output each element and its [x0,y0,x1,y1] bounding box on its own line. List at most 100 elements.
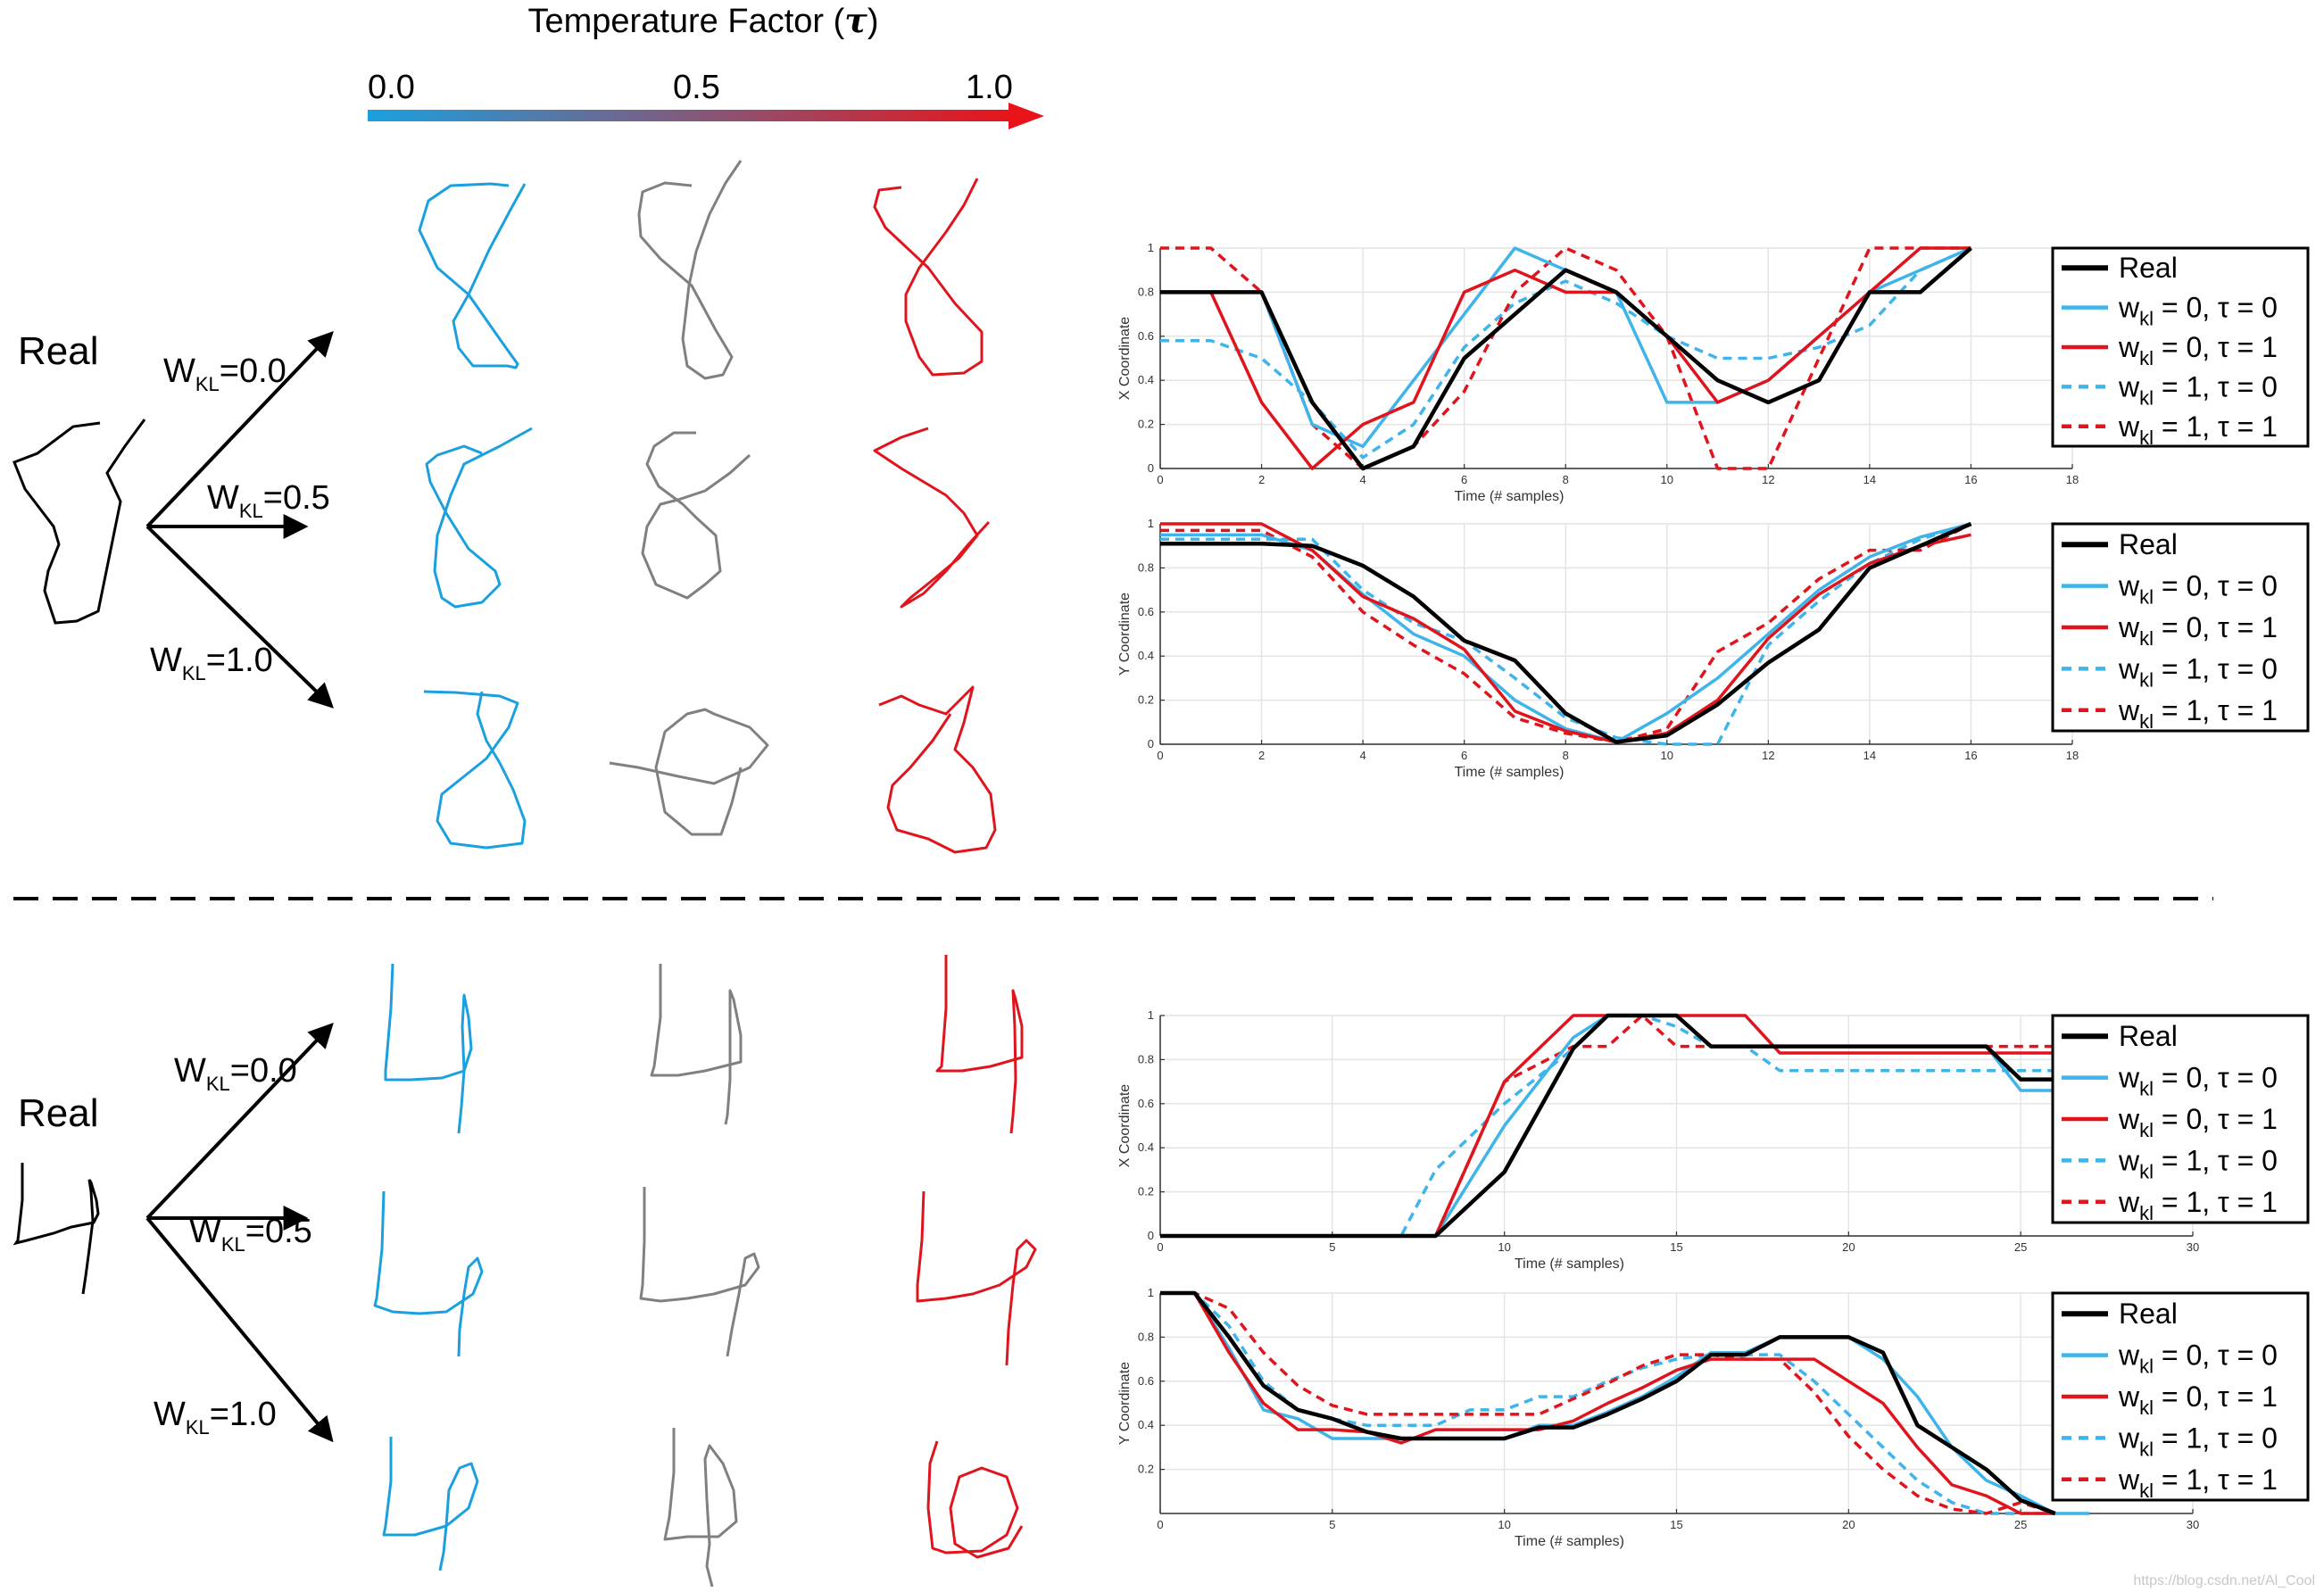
x-tick-label: 2 [1258,749,1265,762]
y-tick-label: 1 [1148,1008,1154,1022]
sample-four-red-row1 [935,955,1024,1134]
plot-area [1160,524,2072,744]
legend-label: wkl = 0, τ = 0 [2118,292,2278,330]
x-tick-label: 4 [1359,749,1365,762]
x-tick-label: 16 [1964,749,1977,762]
x-axis-label: Time (# samples) [1515,1256,1624,1272]
chart-bottom-x: 0 5 10 15 20 25 30 0 0.2 0.4 0.6 0.8 1 Time (# sample… [1117,1008,2310,1272]
x-tick-label: 10 [1498,1518,1510,1531]
label-wkl-05-top: WKL=0.5 [207,479,330,522]
y-tick-label: 0 [1148,1229,1154,1242]
x-tick-label: 20 [1842,1518,1855,1531]
legend-label: wkl = 0, τ = 0 [2118,1062,2278,1100]
sample-eight-gray-row2 [641,431,751,600]
temperature-gradient-bar [368,110,1010,121]
series-line-4 [1160,522,1972,744]
sample-eight-red-row3 [878,685,997,854]
series-line-0 [1160,521,1972,744]
temperature-tick-0: 0.0 [368,69,415,106]
y-tick-label: 0.4 [1138,649,1154,662]
x-tick-label: 0 [1157,1518,1163,1531]
y-tick-label: 0.8 [1138,1052,1154,1065]
label-wkl-05-bottom: WKL=0.5 [189,1213,312,1256]
legend-label: wkl = 0, τ = 1 [2118,611,2278,650]
temperature-tick-1: 1.0 [966,69,1013,106]
y-tick-label: 0.6 [1138,329,1154,343]
sample-four-blue-row1 [384,963,473,1134]
panel-bottom: Real WKL=0.0 WKL=0.5 WKL=1.0 [12,955,1037,1588]
series-line-2 [1160,1291,2055,1515]
x-tick-label: 14 [1863,749,1876,762]
x-tick-label: 25 [2014,1518,2027,1531]
legend-label: wkl = 1, τ = 1 [2118,694,2278,733]
y-tick-label: 1 [1148,517,1154,530]
series-line-2 [1160,246,1971,470]
sample-eight-red-row2 [873,427,991,609]
temperature-title: Temperature Factor (τ) [527,0,878,40]
real-sample-eight [12,419,146,625]
x-tick-label: 20 [1842,1240,1855,1254]
x-axis-label: Time (# samples) [1455,765,1565,780]
y-tick-label: 0.8 [1138,1330,1154,1343]
x-tick-label: 30 [2187,1518,2199,1531]
legend-label: wkl = 0, τ = 1 [2118,331,2278,369]
watermark-text: https://blog.csdn.net/Al_Cool [2133,1573,2315,1588]
y-tick-label: 0.4 [1138,1140,1154,1154]
legend-label: wkl = 0, τ = 1 [2118,1103,2278,1141]
y-tick-label: 0.4 [1138,373,1154,386]
x-tick-label: 12 [1762,473,1774,486]
panel-top: Real WKL=0.0 WKL=0.5 WKL=1.0 [12,160,997,854]
arrow-wkl-0-bottom [145,1022,334,1220]
legend-label: wkl = 1, τ = 1 [2118,1186,2278,1224]
series-line-4 [1160,1291,2056,1515]
temperature-tick-05: 0.5 [673,69,720,106]
label-wkl-1-top: WKL=1.0 [150,642,273,684]
series-line-0 [1160,1290,2056,1516]
y-axis-label: Y Coordinate [1117,1362,1133,1445]
sample-four-red-row2 [916,1190,1037,1366]
y-tick-label: 0.8 [1138,560,1154,574]
y-tick-label: 0.2 [1138,1463,1154,1476]
sample-four-gray-row2 [639,1187,760,1357]
x-tick-label: 18 [2066,473,2079,486]
y-tick-label: 0.4 [1138,1418,1154,1431]
real-label-bottom: Real [18,1091,99,1135]
plot-area [1160,248,2072,468]
x-tick-label: 8 [1563,473,1569,486]
x-axis-label: Time (# samples) [1515,1534,1624,1549]
arrow-wkl-0-top [145,330,334,528]
y-tick-label: 0.2 [1138,418,1154,431]
x-tick-label: 4 [1359,473,1365,486]
legend-label: wkl = 1, τ = 0 [2118,652,2278,691]
x-tick-label: 0 [1157,749,1163,762]
x-tick-label: 30 [2187,1240,2199,1254]
sample-eight-gray-row1 [637,160,743,380]
x-tick-label: 2 [1258,473,1265,486]
x-tick-label: 10 [1661,749,1673,762]
series-line-3 [1160,246,1972,460]
x-tick-label: 18 [2066,749,2079,762]
y-axis-label: X Coordinate [1117,317,1133,400]
x-tick-label: 10 [1661,473,1673,486]
legend-label: wkl = 1, τ = 1 [2118,410,2278,449]
legend-label: wkl = 1, τ = 1 [2118,1463,2278,1502]
label-wkl-1-bottom: WKL=1.0 [154,1396,277,1439]
chart-top-x: 0 2 4 6 8 10 12 14 16 18 0 0.2 0.4 0.6 0.8 1 Time (# sam… [1117,241,2310,504]
x-tick-label: 15 [1670,1240,1682,1254]
label-wkl-0-bottom: WKL=0.0 [174,1052,297,1095]
y-tick-label: 0.6 [1138,1097,1154,1110]
legend-label: wkl = 1, τ = 0 [2118,1422,2278,1460]
x-tick-label: 25 [2014,1240,2027,1254]
sample-eight-blue-row1 [418,182,527,369]
arrow-wkl-1-bottom [145,1216,334,1443]
legend-label: Real [2119,1020,2178,1052]
legend-label: wkl = 0, τ = 0 [2118,570,2278,609]
real-label-top: Real [18,329,99,373]
x-tick-label: 16 [1964,473,1977,486]
y-tick-label: 0 [1148,737,1154,750]
x-tick-label: 6 [1461,473,1467,486]
chart-top-y: 0 2 4 6 8 10 12 14 16 18 0 0.2 0.4 0.6 0.8 1 Time (# sam… [1117,517,2310,780]
